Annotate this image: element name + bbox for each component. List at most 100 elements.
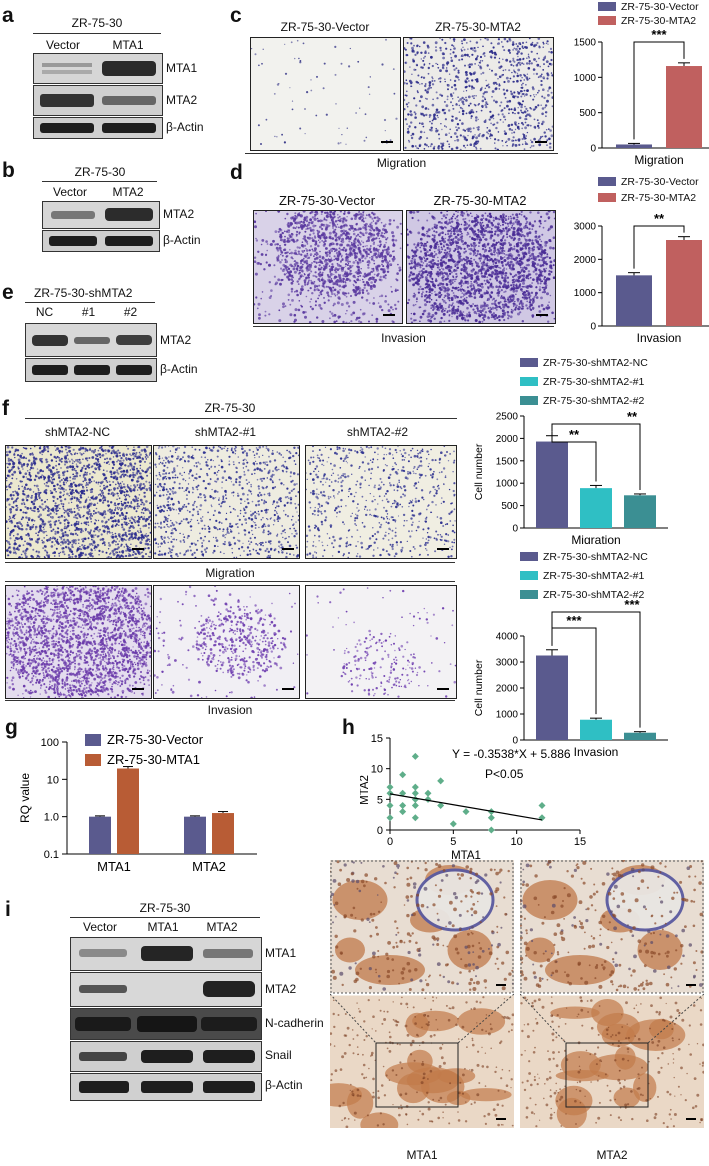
nucleus	[677, 985, 680, 988]
nucleus	[628, 967, 631, 971]
nucleus	[533, 975, 537, 979]
nucleus	[426, 1091, 429, 1094]
nucleus	[595, 1121, 597, 1124]
nucleus	[532, 1029, 535, 1032]
nucleus	[469, 870, 473, 874]
stained-region	[457, 1008, 506, 1035]
nucleus	[682, 898, 687, 902]
nucleus	[544, 1083, 546, 1085]
nucleus	[557, 1091, 559, 1094]
nucleus	[406, 877, 409, 881]
nucleus	[471, 1039, 474, 1042]
panel-f-caption-migration: Migration	[205, 566, 255, 580]
blot-a-label-2: MTA2	[166, 93, 198, 107]
panel-e-cell-line: ZR-75-30-shMTA2	[34, 286, 133, 300]
nucleus	[642, 987, 646, 991]
bar	[580, 719, 612, 740]
nucleus	[649, 1098, 651, 1100]
blot-a-mta2	[33, 85, 163, 116]
nucleus	[374, 877, 378, 881]
nucleus	[637, 988, 640, 991]
nucleus	[666, 1125, 669, 1128]
y-tick-label: 0	[377, 825, 383, 837]
nucleus	[507, 869, 510, 873]
nucleus	[363, 1076, 366, 1080]
nucleus	[469, 877, 472, 880]
nucleus	[464, 1067, 466, 1070]
nucleus	[420, 903, 425, 908]
nucleus	[603, 960, 607, 963]
scatter-point	[399, 808, 407, 816]
nucleus	[341, 983, 344, 987]
nucleus	[693, 976, 696, 979]
panel-f-caption-invasion: Invasion	[207, 703, 253, 717]
nucleus	[472, 963, 475, 966]
micrograph-f-nc-invasion	[5, 585, 152, 699]
nucleus	[428, 975, 430, 978]
nucleus	[494, 1113, 498, 1117]
nucleus	[590, 1026, 594, 1030]
nucleus	[412, 882, 417, 886]
nucleus	[418, 949, 421, 952]
nucleus	[381, 1022, 384, 1025]
nucleus	[661, 884, 664, 887]
nucleus	[461, 1025, 465, 1029]
nucleus	[350, 1083, 352, 1086]
blot-e-label-1: MTA2	[160, 333, 192, 347]
chart-f-invasion: ZR-75-30-shMTA2-NC ZR-75-30-shMTA2-#1 ZR-7…	[473, 551, 668, 756]
nucleus	[618, 963, 622, 967]
nucleus	[380, 901, 382, 903]
nucleus	[394, 871, 397, 874]
chart-f-migration: ZR-75-30-shMTA2-NC ZR-75-30-shMTA2-#1 ZR-7…	[473, 357, 668, 544]
nucleus	[577, 1013, 580, 1016]
nucleus	[490, 944, 494, 947]
x-axis-label: Migration	[571, 533, 620, 544]
nucleus	[421, 1026, 423, 1029]
nucleus	[482, 916, 485, 919]
nucleus	[526, 1035, 530, 1039]
nucleus	[501, 986, 506, 991]
nucleus	[470, 895, 473, 898]
nucleus	[438, 1099, 440, 1102]
nucleus	[699, 983, 703, 987]
nucleus	[347, 1118, 350, 1120]
blot-a-mta1	[33, 53, 163, 84]
nucleus	[670, 987, 673, 989]
nucleus	[406, 1123, 409, 1126]
legend-swatch	[520, 571, 538, 580]
nucleus	[451, 1006, 455, 1010]
nucleus	[339, 971, 344, 976]
blot-a-label-1: MTA1	[166, 61, 198, 75]
nucleus	[459, 1081, 462, 1084]
nucleus	[629, 929, 633, 933]
nucleus	[688, 1043, 690, 1046]
nucleus	[642, 981, 644, 984]
scatter-point	[386, 783, 394, 791]
nucleus	[350, 913, 354, 917]
nucleus	[579, 1089, 582, 1093]
nucleus	[434, 884, 437, 887]
nucleus	[445, 873, 449, 877]
nucleus	[555, 1036, 558, 1039]
nucleus	[412, 1006, 415, 1009]
panel-f-divider	[5, 581, 455, 582]
nucleus	[392, 876, 395, 879]
nucleus	[576, 1016, 578, 1018]
nucleus	[502, 1124, 504, 1126]
nucleus	[343, 914, 347, 918]
nucleus	[409, 876, 413, 880]
nucleus	[442, 944, 445, 947]
nucleus	[484, 873, 488, 877]
zoom-frame	[520, 860, 704, 994]
bar	[212, 813, 234, 854]
nucleus	[631, 1117, 634, 1121]
nucleus	[435, 1019, 437, 1021]
nucleus	[489, 892, 493, 896]
nucleus	[414, 1016, 417, 1018]
bar	[117, 768, 139, 854]
nucleus	[537, 984, 542, 988]
zoom-connector	[457, 993, 514, 1044]
nucleus	[377, 950, 380, 952]
nucleus	[600, 1060, 603, 1063]
nucleus	[545, 1103, 549, 1107]
